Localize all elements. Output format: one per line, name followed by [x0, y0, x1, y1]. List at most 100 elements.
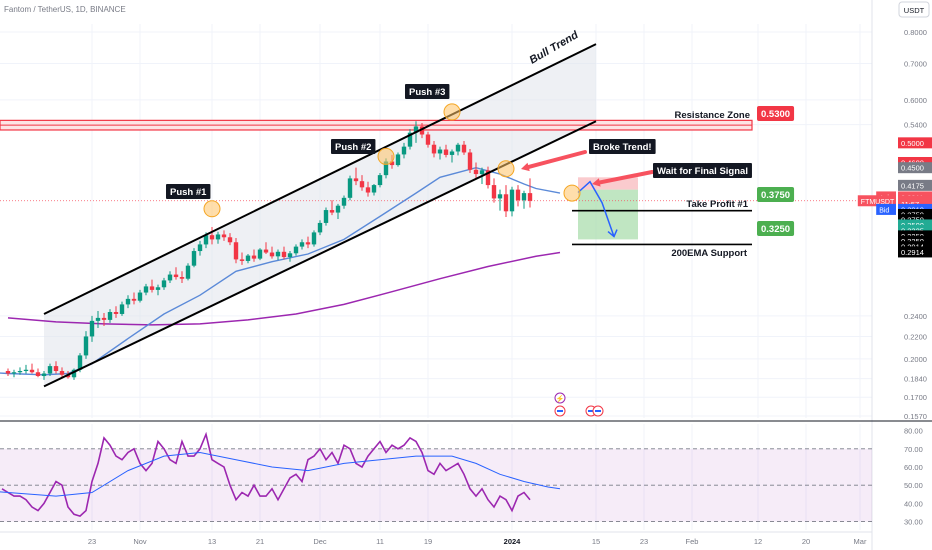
candle	[137, 289, 143, 303]
candle-body	[131, 298, 137, 301]
candle	[23, 364, 29, 374]
candle	[53, 361, 59, 374]
candle-body	[341, 197, 347, 206]
candle	[83, 331, 89, 359]
resistance-price-label-text: 0.5300	[761, 109, 790, 120]
candle	[305, 236, 311, 249]
rsi-tick-label: 30.00	[904, 518, 923, 527]
price-tick-label: 0.1570	[904, 412, 927, 421]
drawings: Push #1 Push #2 Push #3 Broke Trend! Wait fo…	[43, 29, 795, 417]
candle	[377, 172, 383, 188]
time-tick-label: Mar	[854, 537, 867, 546]
candle-body	[449, 151, 455, 155]
candle-body	[191, 251, 197, 266]
price-tick-label: 0.1840	[904, 375, 927, 384]
time-tick-label: Dec	[313, 537, 327, 546]
candle-body	[47, 366, 53, 374]
candle	[485, 166, 491, 189]
price-badge-label: 0.4175	[901, 181, 924, 190]
candle-body	[371, 185, 377, 193]
candle-body	[413, 126, 419, 133]
candle-body	[473, 169, 479, 175]
rsi-tick-label: 80.00	[904, 427, 923, 436]
candle	[527, 178, 533, 208]
candle	[191, 248, 197, 268]
time-tick-label: 11	[376, 537, 384, 546]
candle	[395, 152, 401, 167]
price-badge-tag	[876, 203, 896, 215]
candle-body	[215, 234, 221, 240]
broke-trend-arrow-head	[521, 162, 530, 172]
currency-button[interactable]: USDT	[898, 1, 930, 18]
resistance-price-label-bg	[757, 106, 795, 121]
candle-body	[419, 126, 425, 135]
tp-price-label-text: 0.3750	[761, 190, 790, 201]
candle-body	[119, 304, 125, 314]
candle-body	[11, 372, 17, 374]
push-marker	[377, 147, 395, 165]
candle	[131, 292, 137, 305]
candle	[497, 189, 503, 211]
candle-body	[125, 298, 131, 305]
candle-body	[233, 242, 239, 260]
price-badge-tag-label: Bid	[879, 207, 889, 214]
candle-body	[53, 366, 59, 372]
candle	[491, 178, 497, 203]
candle-body	[389, 161, 395, 166]
candle	[71, 368, 77, 380]
candle-body	[107, 312, 113, 320]
candle	[425, 131, 431, 148]
candle	[335, 203, 341, 219]
candle-body	[83, 336, 89, 356]
candle-body	[41, 373, 47, 377]
push3-label-bg	[405, 84, 450, 99]
candle	[419, 122, 425, 139]
support-price-label: 0.3250	[757, 221, 795, 236]
candle-body	[329, 210, 335, 213]
candle	[323, 207, 329, 226]
candle	[155, 284, 161, 296]
candle	[251, 249, 257, 262]
push1-label: Push #1	[166, 184, 211, 199]
candle-body	[485, 170, 491, 186]
push-marker	[443, 103, 461, 121]
broke-trend-arrow-shaft	[526, 150, 587, 169]
candle-body	[437, 149, 443, 154]
channel-upper-line	[43, 43, 597, 315]
push1-label-bg	[166, 184, 211, 199]
price-badge-label: 0.4500	[901, 164, 924, 173]
zones	[0, 44, 872, 387]
candle-body	[251, 255, 257, 259]
candle	[407, 129, 413, 150]
candle-body	[407, 132, 413, 147]
candle-body	[377, 175, 383, 186]
wait-signal-label-text: Wait for Final Signal	[657, 166, 748, 177]
candle	[167, 271, 173, 283]
candle	[329, 200, 335, 216]
candle	[455, 142, 461, 156]
time-tick-label: 23	[640, 537, 648, 546]
candle	[47, 363, 53, 377]
candle-body	[71, 369, 77, 378]
candle-body	[35, 372, 41, 377]
event-icons: ⚡	[554, 392, 604, 417]
candle-body	[137, 292, 143, 301]
candle-body	[155, 287, 161, 290]
candle-body	[287, 253, 293, 258]
candle	[521, 190, 527, 209]
wait-signal-label: Wait for Final Signal	[653, 163, 752, 178]
price-badge-tag	[857, 195, 896, 207]
push-marker	[497, 160, 515, 178]
candle	[311, 230, 317, 247]
candle	[221, 230, 227, 241]
candle	[263, 242, 269, 255]
push3-label-text: Push #3	[409, 87, 445, 98]
candle	[437, 146, 443, 160]
candle-body	[275, 251, 281, 257]
candle-body	[509, 189, 515, 212]
candle-body	[173, 274, 179, 278]
candle-body	[521, 193, 527, 201]
candle	[503, 185, 509, 218]
candle	[179, 271, 185, 283]
